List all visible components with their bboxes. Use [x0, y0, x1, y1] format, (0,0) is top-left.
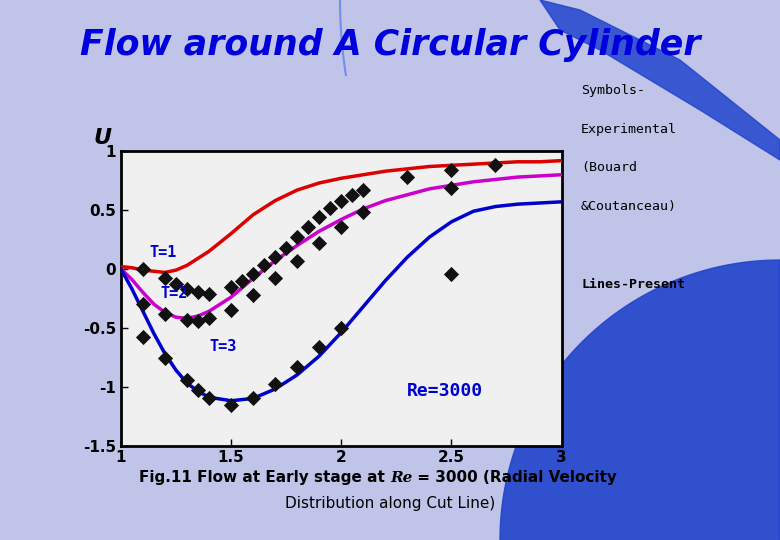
- Point: [401, 173, 413, 181]
- Text: Re=3000: Re=3000: [407, 382, 484, 400]
- Text: T=1: T=1: [150, 245, 177, 260]
- Point: [258, 261, 271, 269]
- Point: [335, 222, 348, 231]
- Point: [203, 289, 215, 298]
- Polygon shape: [540, 0, 780, 160]
- Point: [136, 300, 149, 308]
- Point: [445, 184, 458, 192]
- Point: [192, 386, 204, 395]
- Point: [225, 282, 237, 291]
- Point: [225, 401, 237, 410]
- Point: [181, 315, 193, 324]
- Point: [192, 316, 204, 325]
- Point: [291, 362, 303, 371]
- Point: [136, 333, 149, 341]
- Point: [291, 233, 303, 241]
- Point: [236, 276, 248, 285]
- Text: Flow around A Circular Cylinder: Flow around A Circular Cylinder: [80, 28, 700, 62]
- Point: [269, 274, 282, 282]
- Point: [159, 309, 172, 318]
- Polygon shape: [500, 260, 780, 540]
- Point: [489, 161, 502, 170]
- Point: [247, 269, 260, 278]
- Text: U: U: [94, 128, 112, 148]
- Point: [181, 375, 193, 384]
- Point: [302, 222, 314, 231]
- Text: T=3: T=3: [209, 339, 236, 354]
- Point: [247, 394, 260, 403]
- Point: [445, 166, 458, 174]
- Point: [313, 213, 325, 221]
- Point: [225, 306, 237, 314]
- Point: [159, 354, 172, 363]
- Point: [445, 269, 458, 278]
- Point: [203, 394, 215, 403]
- Text: Distribution along Cut Line): Distribution along Cut Line): [285, 496, 495, 511]
- Point: [181, 285, 193, 293]
- Point: [335, 323, 348, 332]
- Point: [313, 239, 325, 247]
- Point: [357, 186, 370, 194]
- Text: X: X: [339, 423, 356, 443]
- Point: [170, 280, 183, 288]
- Text: = 3000 (Radial Velocity: = 3000 (Radial Velocity: [412, 470, 617, 485]
- Text: Re: Re: [390, 471, 413, 485]
- Point: [324, 204, 336, 212]
- Text: Lines-Present: Lines-Present: [581, 278, 685, 291]
- Point: [269, 380, 282, 389]
- Point: [346, 191, 359, 199]
- Point: [357, 208, 370, 217]
- Point: [203, 314, 215, 323]
- Point: [335, 197, 348, 205]
- Point: [313, 342, 325, 351]
- Point: [269, 253, 282, 261]
- Point: [291, 256, 303, 265]
- Text: Symbols-: Symbols-: [581, 84, 645, 97]
- Text: (Bouard: (Bouard: [581, 161, 637, 174]
- Point: [280, 244, 292, 252]
- Point: [159, 274, 172, 282]
- Text: &Coutanceau): &Coutanceau): [581, 200, 677, 213]
- Point: [136, 265, 149, 273]
- Point: [192, 288, 204, 297]
- Text: Experimental: Experimental: [581, 123, 677, 136]
- Text: Fig.11 Flow at Early stage at: Fig.11 Flow at Early stage at: [139, 470, 390, 485]
- Point: [247, 291, 260, 299]
- Text: T=2: T=2: [161, 286, 188, 301]
